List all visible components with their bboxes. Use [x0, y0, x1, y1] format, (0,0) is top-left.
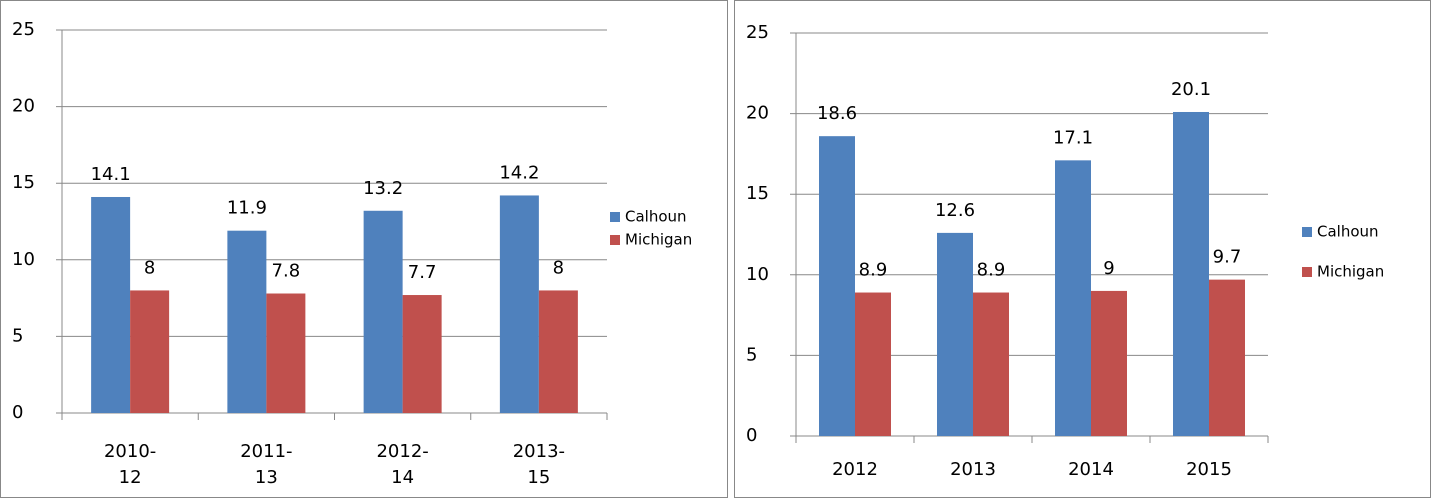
legend-label: Calhoun [625, 208, 687, 226]
x-tick-label-line: 14 [391, 467, 414, 488]
legend-label: Michigan [1317, 263, 1384, 281]
legend-swatch [1302, 267, 1312, 277]
x-tick-label-line: 13 [255, 467, 278, 488]
bar [91, 196, 131, 413]
y-tick-label: 20 [746, 103, 769, 124]
y-tick-label: 10 [12, 249, 35, 270]
bar [363, 210, 403, 413]
data-label: 9.7 [1213, 247, 1242, 268]
legend-swatch [610, 212, 620, 222]
data-label: 20.1 [1171, 79, 1211, 100]
x-tick-label: 2012 [832, 459, 878, 480]
y-tick-label: 10 [746, 264, 769, 285]
bar [1091, 290, 1127, 436]
bar [819, 136, 855, 436]
y-tick-label: 25 [12, 19, 35, 40]
x-tick-label-line: 15 [527, 467, 550, 488]
y-tick-label: 5 [12, 325, 23, 346]
x-tick-label: 2011- 13 [240, 441, 292, 488]
data-label: 14.1 [91, 164, 131, 185]
y-tick-label: 15 [746, 183, 769, 204]
data-label: 14.2 [499, 162, 539, 183]
x-tick-label: 2015 [1186, 459, 1232, 480]
data-label: 17.1 [1053, 127, 1093, 148]
y-tick-label: 25 [746, 22, 769, 43]
x-tick-label: 2014 [1068, 459, 1114, 480]
bar [538, 290, 578, 413]
legend-label: Calhoun [1317, 223, 1379, 241]
data-label: 18.6 [817, 103, 857, 124]
data-label: 13.2 [363, 178, 403, 199]
bar [855, 292, 891, 436]
y-tick-label: 5 [746, 344, 757, 365]
bar [1209, 279, 1245, 436]
data-label: 11.9 [227, 198, 267, 219]
x-tick-label-line: 2012- [376, 441, 428, 462]
legend-swatch [1302, 227, 1312, 237]
y-tick-label: 0 [746, 425, 757, 446]
bar [973, 292, 1009, 436]
y-tick-label: 15 [12, 172, 35, 193]
data-label: 8 [553, 257, 564, 278]
data-label: 12.6 [935, 200, 975, 221]
bar [227, 230, 267, 413]
bar [499, 195, 539, 413]
x-tick-label: 2013- 15 [513, 441, 565, 488]
bar [266, 293, 306, 413]
x-tick-label: 2010- 12 [104, 441, 156, 488]
x-tick-label-line: 2010- [104, 441, 156, 462]
x-tick-label: 2013 [950, 459, 996, 480]
bar [1055, 160, 1091, 436]
data-label: 7.7 [408, 262, 437, 283]
data-label: 9 [1103, 258, 1114, 279]
data-label: 7.8 [272, 261, 301, 282]
x-tick-label: 2012- 14 [376, 441, 428, 488]
legend-swatch [610, 235, 620, 245]
data-label: 8.9 [977, 260, 1006, 281]
data-label: 8 [144, 257, 155, 278]
x-tick-label-line: 2013- [513, 441, 565, 462]
bar [130, 290, 170, 413]
legend-label: Michigan [625, 231, 692, 249]
bar [402, 295, 442, 413]
y-tick-label: 20 [12, 96, 35, 117]
bar [937, 232, 973, 436]
y-tick-label: 0 [12, 402, 23, 423]
data-label: 8.9 [859, 260, 888, 281]
x-tick-label-line: 2011- [240, 441, 292, 462]
bar [1173, 111, 1209, 436]
x-tick-label-line: 12 [119, 467, 142, 488]
